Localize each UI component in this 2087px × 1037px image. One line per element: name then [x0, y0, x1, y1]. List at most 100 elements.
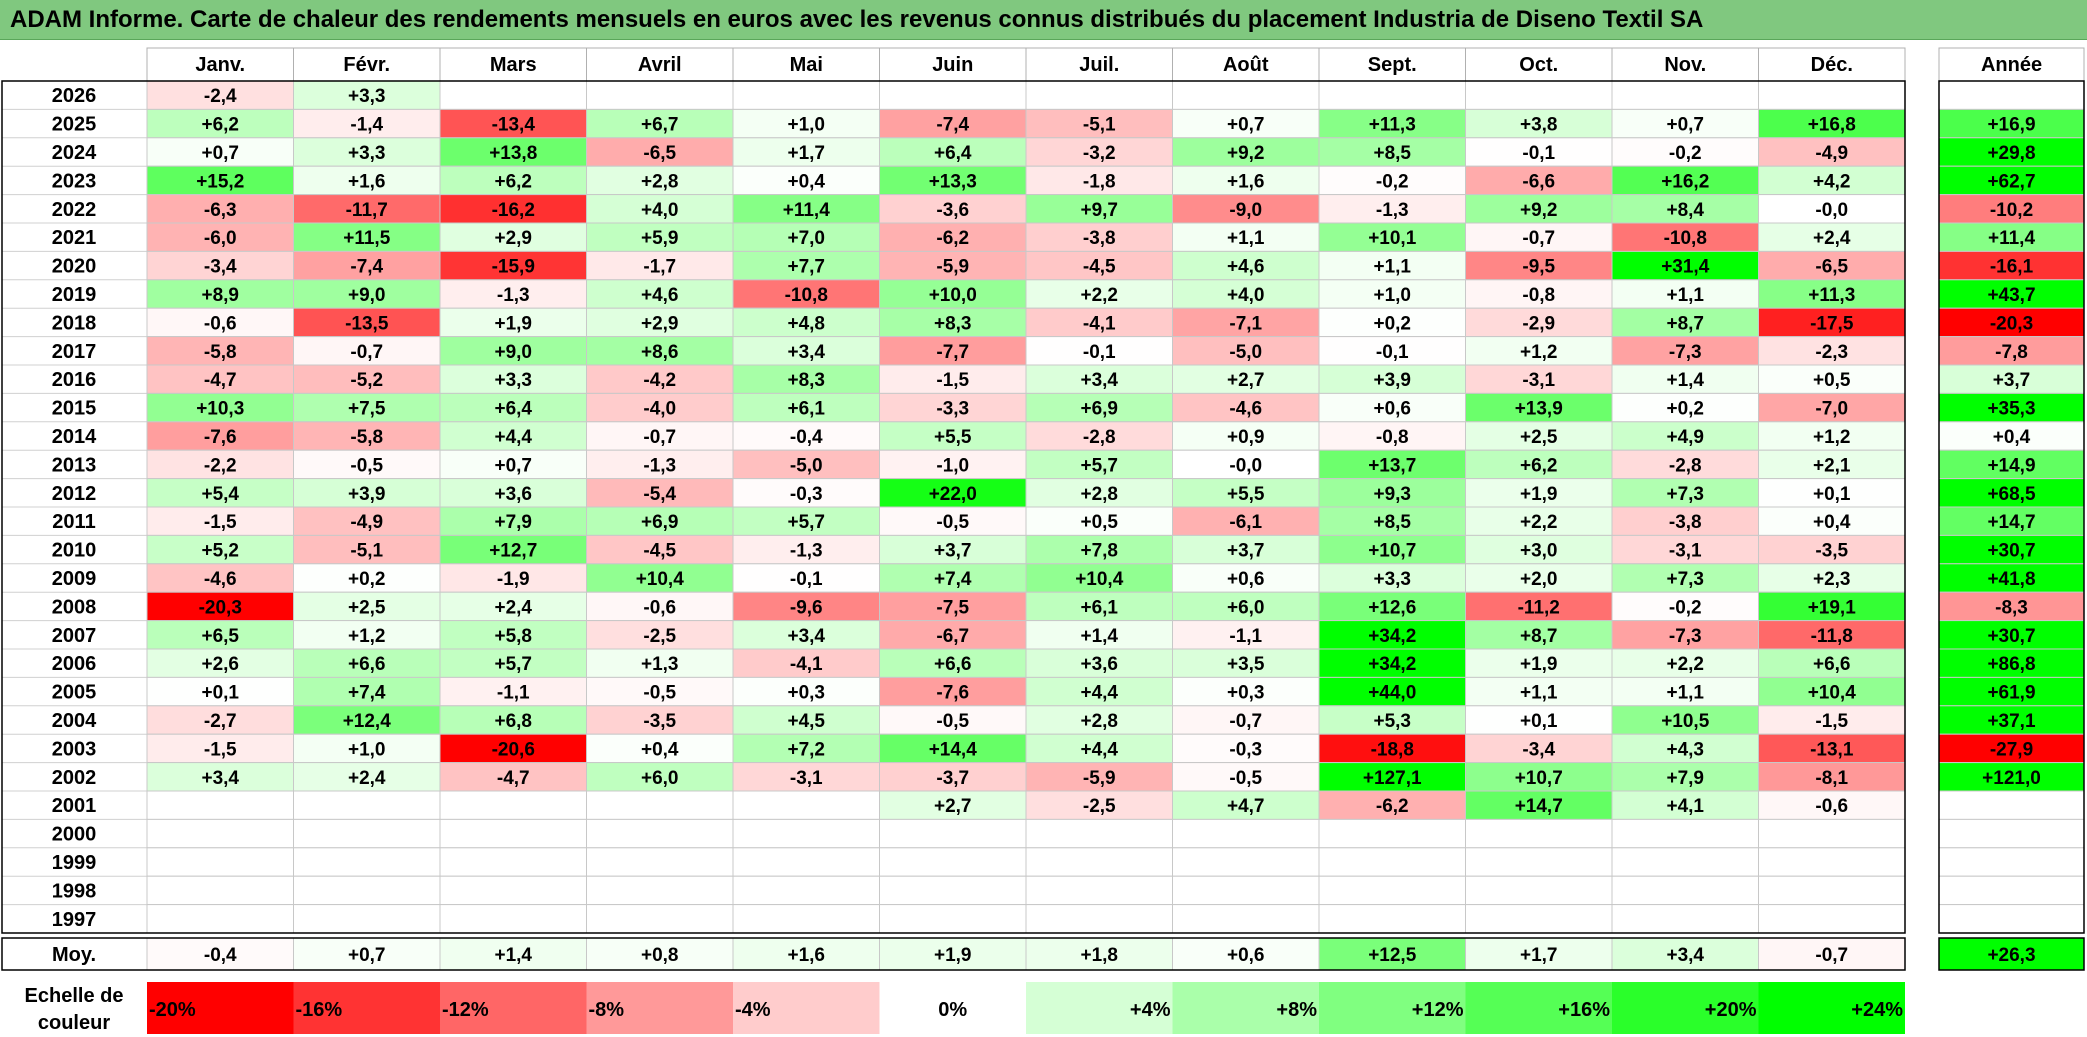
heatmap-cell: -3,6 — [879, 194, 1027, 224]
heatmap-cell-fill — [1025, 364, 1173, 394]
heatmap-cell: +10,5 — [1611, 705, 1759, 735]
heatmap-cell-label: +34,2 — [1368, 626, 1416, 647]
heatmap-cell: -0,1 — [1318, 336, 1466, 366]
heatmap-cell — [1758, 818, 1906, 849]
heatmap-cell-label: -3,1 — [1669, 541, 1702, 562]
heatmap-cell: +6,2 — [146, 108, 294, 139]
heatmap-cell: -0,1 — [1025, 336, 1173, 366]
heatmap-cell — [586, 904, 734, 934]
heatmap-cell-label: -7,6 — [936, 683, 969, 704]
annual-cell-label: +30,7 — [1987, 626, 2035, 647]
heatmap-cell-fill — [732, 705, 880, 735]
heatmap-cell: +2,2 — [1611, 648, 1759, 678]
heatmap-cell-fill — [439, 364, 587, 394]
heatmap-cell-label: -0,5 — [1229, 768, 1262, 789]
heatmap-cell-fill — [1318, 364, 1466, 394]
heatmap-cell-label: -1,5 — [1815, 711, 1848, 732]
heatmap-cell: +13,3 — [879, 165, 1027, 196]
heatmap-cell-label: +5,8 — [494, 626, 532, 647]
heatmap-cell — [146, 790, 294, 820]
heatmap-cell-fill — [879, 818, 1027, 849]
heatmap-cell: +2,4 — [293, 762, 441, 792]
annual-cell — [1938, 818, 2085, 849]
heatmap-cell-fill — [1025, 847, 1173, 877]
heatmap-cell-label: -5,0 — [1229, 342, 1262, 363]
heatmap-cell-fill — [439, 165, 587, 196]
heatmap-cell-fill — [586, 790, 734, 820]
heatmap-cell: -0,2 — [1611, 137, 1759, 167]
heatmap-cell-label: -0,5 — [643, 683, 676, 704]
heatmap-cell: +3,8 — [1465, 108, 1613, 139]
heatmap-cell: -10,8 — [1611, 222, 1759, 252]
heatmap-cell: +6,6 — [1758, 648, 1906, 678]
heatmap-cell: +2,3 — [1758, 563, 1906, 593]
scale-stop-label: +16% — [1558, 999, 1610, 1021]
heatmap-cell-label: -1,3 — [790, 541, 823, 562]
heatmap-cell-fill — [732, 875, 880, 906]
annual-cell: +29,8 — [1938, 137, 2085, 167]
scale-swatch-fill — [879, 982, 1026, 1034]
heatmap-cell-fill — [293, 875, 441, 906]
heatmap-cell: +2,9 — [586, 307, 734, 338]
heatmap-cell — [1025, 80, 1173, 110]
heatmap-cell-label: +0,7 — [1227, 115, 1265, 136]
heatmap-cell: +10,4 — [586, 563, 734, 593]
heatmap-cell-fill — [1465, 250, 1613, 281]
heatmap-cell: -3,5 — [1758, 534, 1906, 565]
heatmap-cell — [586, 875, 734, 906]
heatmap-cell: +0,7 — [146, 137, 294, 167]
heatmap-cell-fill — [1025, 194, 1173, 224]
heatmap-cell: -5,0 — [1172, 336, 1320, 366]
heatmap-cell: +44,0 — [1318, 676, 1466, 707]
heatmap-cell-label: -4,7 — [497, 768, 530, 789]
heatmap-cell-fill — [1172, 506, 1320, 536]
heatmap-cell: +7,3 — [1611, 478, 1759, 508]
annual-cell: +43,7 — [1938, 279, 2085, 309]
heatmap-cell: +6,7 — [586, 108, 734, 139]
month-header-4: Mai — [790, 54, 823, 76]
heatmap-cell-label: +0,4 — [641, 739, 679, 760]
heatmap-cell: +2,1 — [1758, 449, 1906, 480]
heatmap-cell: -2,2 — [146, 449, 294, 480]
heatmap-cell-label: +2,2 — [1080, 285, 1118, 306]
annual-cell-label: +16,9 — [1987, 115, 2035, 136]
annual-cell-fill — [1938, 336, 2085, 366]
heatmap-cell-fill — [1465, 421, 1613, 451]
heatmap-cell: +5,2 — [146, 534, 294, 565]
average-cell: +0,8 — [586, 937, 734, 971]
year-label-2012: 2012 — [52, 483, 97, 505]
heatmap-cell: -0,4 — [732, 421, 880, 451]
heatmap-cell: +4,6 — [586, 279, 734, 309]
heatmap-cell-label: +1,3 — [641, 654, 679, 675]
heatmap-cell-fill — [1318, 648, 1466, 678]
heatmap-cell-fill — [293, 421, 441, 451]
heatmap-cell: +6,1 — [1025, 591, 1173, 622]
heatmap-cell — [1465, 847, 1613, 877]
heatmap-cell-label: -1,3 — [643, 455, 676, 476]
heatmap-cell: +9,0 — [439, 336, 587, 366]
heatmap-cell-label: -13,4 — [492, 115, 536, 136]
heatmap-cell-fill — [1025, 620, 1173, 650]
heatmap-cell-label: -9,0 — [1229, 200, 1262, 221]
scale-stop-label: -12% — [442, 999, 489, 1021]
heatmap-cell-fill — [1318, 392, 1466, 423]
heatmap-cell-label: +0,6 — [1227, 569, 1265, 590]
heatmap-cell-fill — [146, 875, 294, 906]
heatmap-cell: +0,4 — [1758, 506, 1906, 536]
heatmap-cell-fill — [879, 904, 1027, 934]
heatmap-cell-label: +0,7 — [494, 455, 532, 476]
scale-label-line2: couleur — [38, 1012, 110, 1034]
heatmap-cell — [1611, 904, 1759, 934]
heatmap-cell: -3,1 — [732, 762, 880, 792]
annual-cell-label: +14,7 — [1987, 512, 2035, 533]
heatmap-cell-label: +2,8 — [641, 171, 679, 192]
heatmap-cell: +2,8 — [586, 165, 734, 196]
heatmap-cell: +34,2 — [1318, 620, 1466, 650]
heatmap-cell: -2,8 — [1611, 449, 1759, 480]
heatmap-cell: +3,6 — [439, 478, 587, 508]
heatmap-cell: +2,8 — [1025, 478, 1173, 508]
heatmap-cell: +5,8 — [439, 620, 587, 650]
heatmap-cell: +0,3 — [1172, 676, 1320, 707]
scale-stop-label: +24% — [1851, 999, 1903, 1021]
heatmap-cell — [293, 847, 441, 877]
